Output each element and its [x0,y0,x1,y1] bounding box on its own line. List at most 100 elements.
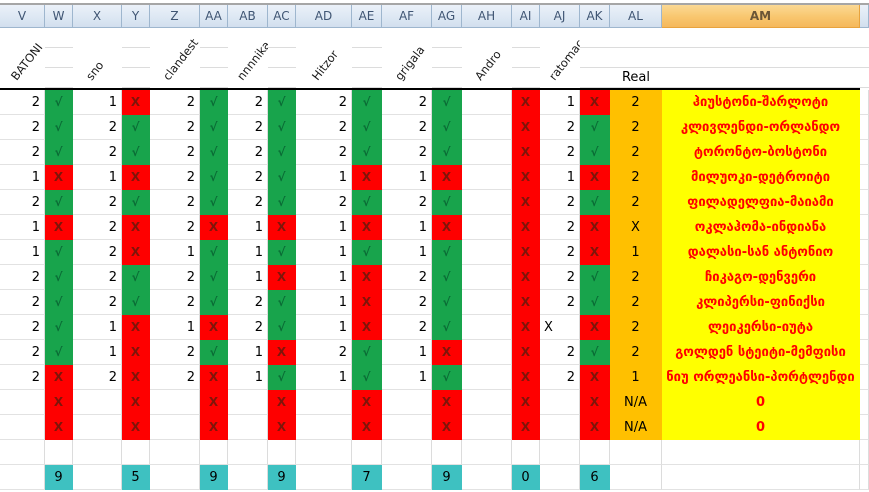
cell-af-11[interactable]: 1 [382,340,432,365]
cell-ag-2[interactable]: √ [432,115,462,140]
band-cell-ak[interactable] [580,28,610,88]
cell-ac-4[interactable]: √ [268,165,296,190]
cell-y-14[interactable]: X [122,415,150,440]
cell-am-11[interactable]: გოლდენ სტეიტი-მემფისი [662,340,860,365]
band-cell-ad[interactable]: Hitzor [296,28,352,88]
col-header-am[interactable]: AM [662,5,860,28]
cell-aj-1[interactable]: 1 [540,90,580,115]
cell-ae-6[interactable]: X [352,215,382,240]
cell-ag-9[interactable]: √ [432,290,462,315]
cell-ab-9[interactable]: 2 [228,290,268,315]
total-cell-x[interactable] [73,465,122,490]
cell-am-1[interactable]: ჰიუსტონი-შარლოტი [662,90,860,115]
total-ae[interactable]: 7 [352,465,382,490]
cell-v-14[interactable] [0,415,45,440]
col-header-ai[interactable]: AI [512,5,540,28]
cell-am-6[interactable]: ოკლაჰომა-ინდიანა [662,215,860,240]
cell-aa-1[interactable]: √ [200,90,228,115]
cell-al-6[interactable]: X [610,215,662,240]
cell-y-1[interactable]: X [122,90,150,115]
cell-y-5[interactable]: √ [122,190,150,215]
cell-aj-7[interactable]: 2 [540,240,580,265]
cell-al-13[interactable]: N/A [610,390,662,415]
cell-ae-7[interactable]: √ [352,240,382,265]
cell-v-10[interactable]: 2 [0,315,45,340]
cell-ag-14[interactable]: X [432,415,462,440]
total-y[interactable]: 5 [122,465,150,490]
cell-z-7[interactable]: 1 [150,240,200,265]
cell-aj-9[interactable]: 2 [540,290,580,315]
cell-ak-11[interactable]: √ [580,340,610,365]
cell-ak-6[interactable]: X [580,215,610,240]
total-w[interactable]: 9 [45,465,73,490]
cell-ac-9[interactable]: √ [268,290,296,315]
empty-cell-ad[interactable] [296,440,352,465]
col-header-al[interactable]: AL [610,5,662,28]
cell-aj-10[interactable]: X [540,315,580,340]
cell-ae-8[interactable]: X [352,265,382,290]
cell-y-7[interactable]: X [122,240,150,265]
cell-aa-7[interactable]: √ [200,240,228,265]
col-header-z[interactable]: Z [150,5,200,28]
col-header-ab[interactable]: AB [228,5,268,28]
band-cell-ag[interactable] [432,28,462,88]
cell-sliver-1[interactable] [860,90,869,115]
col-header-sliver[interactable] [860,5,869,28]
cell-w-14[interactable]: X [45,415,73,440]
cell-ag-10[interactable]: √ [432,315,462,340]
col-header-ag[interactable]: AG [432,5,462,28]
cell-ab-6[interactable]: 1 [228,215,268,240]
cell-ak-4[interactable]: X [580,165,610,190]
cell-ab-3[interactable]: 2 [228,140,268,165]
cell-aa-8[interactable]: √ [200,265,228,290]
cell-z-5[interactable]: 2 [150,190,200,215]
total-cell-am[interactable] [662,465,860,490]
empty-cell-x[interactable] [73,440,122,465]
cell-af-1[interactable]: 2 [382,90,432,115]
band-cell-aj[interactable]: ratomac [540,28,586,88]
cell-ae-4[interactable]: X [352,165,382,190]
cell-al-14[interactable]: N/A [610,415,662,440]
empty-cell-ak[interactable] [580,440,610,465]
cell-z-4[interactable]: 2 [150,165,200,190]
cell-w-9[interactable]: √ [45,290,73,315]
cell-y-8[interactable]: √ [122,265,150,290]
cell-x-2[interactable]: 2 [73,115,122,140]
band-cell-y[interactable] [122,28,150,88]
empty-cell-am[interactable] [662,440,860,465]
cell-al-9[interactable]: 2 [610,290,662,315]
cell-ak-2[interactable]: √ [580,115,610,140]
cell-sliver-12[interactable] [860,365,869,390]
cell-aj-3[interactable]: 2 [540,140,580,165]
cell-sliver-9[interactable] [860,290,869,315]
cell-ad-1[interactable]: 2 [296,90,352,115]
cell-ak-8[interactable]: √ [580,265,610,290]
cell-al-7[interactable]: 1 [610,240,662,265]
total-ak[interactable]: 6 [580,465,610,490]
cell-al-11[interactable]: 2 [610,340,662,365]
cell-al-10[interactable]: 2 [610,315,662,340]
band-cell-ab[interactable]: nnnnika [228,28,273,88]
cell-al-4[interactable]: 2 [610,165,662,190]
cell-ac-5[interactable]: √ [268,190,296,215]
cell-ab-10[interactable]: 2 [228,315,268,340]
cell-w-11[interactable]: √ [45,340,73,365]
cell-ak-14[interactable]: X [580,415,610,440]
cell-ad-3[interactable]: 2 [296,140,352,165]
cell-aa-10[interactable]: X [200,315,228,340]
cell-ag-8[interactable]: √ [432,265,462,290]
cell-sliver-3[interactable] [860,140,869,165]
cell-ac-2[interactable]: √ [268,115,296,140]
band-cell-ah[interactable]: Andro [462,28,512,88]
cell-x-8[interactable]: 2 [73,265,122,290]
cell-am-8[interactable]: ჩიკაგო-დენვერი [662,265,860,290]
cell-z-8[interactable]: 2 [150,265,200,290]
cell-ad-11[interactable]: 2 [296,340,352,365]
cell-ag-4[interactable]: X [432,165,462,190]
cell-ai-12[interactable]: X [512,365,540,390]
cell-ak-7[interactable]: X [580,240,610,265]
cell-ab-5[interactable]: 2 [228,190,268,215]
cell-x-7[interactable]: 2 [73,240,122,265]
cell-ad-4[interactable]: 1 [296,165,352,190]
cell-ah-13[interactable] [462,390,512,415]
